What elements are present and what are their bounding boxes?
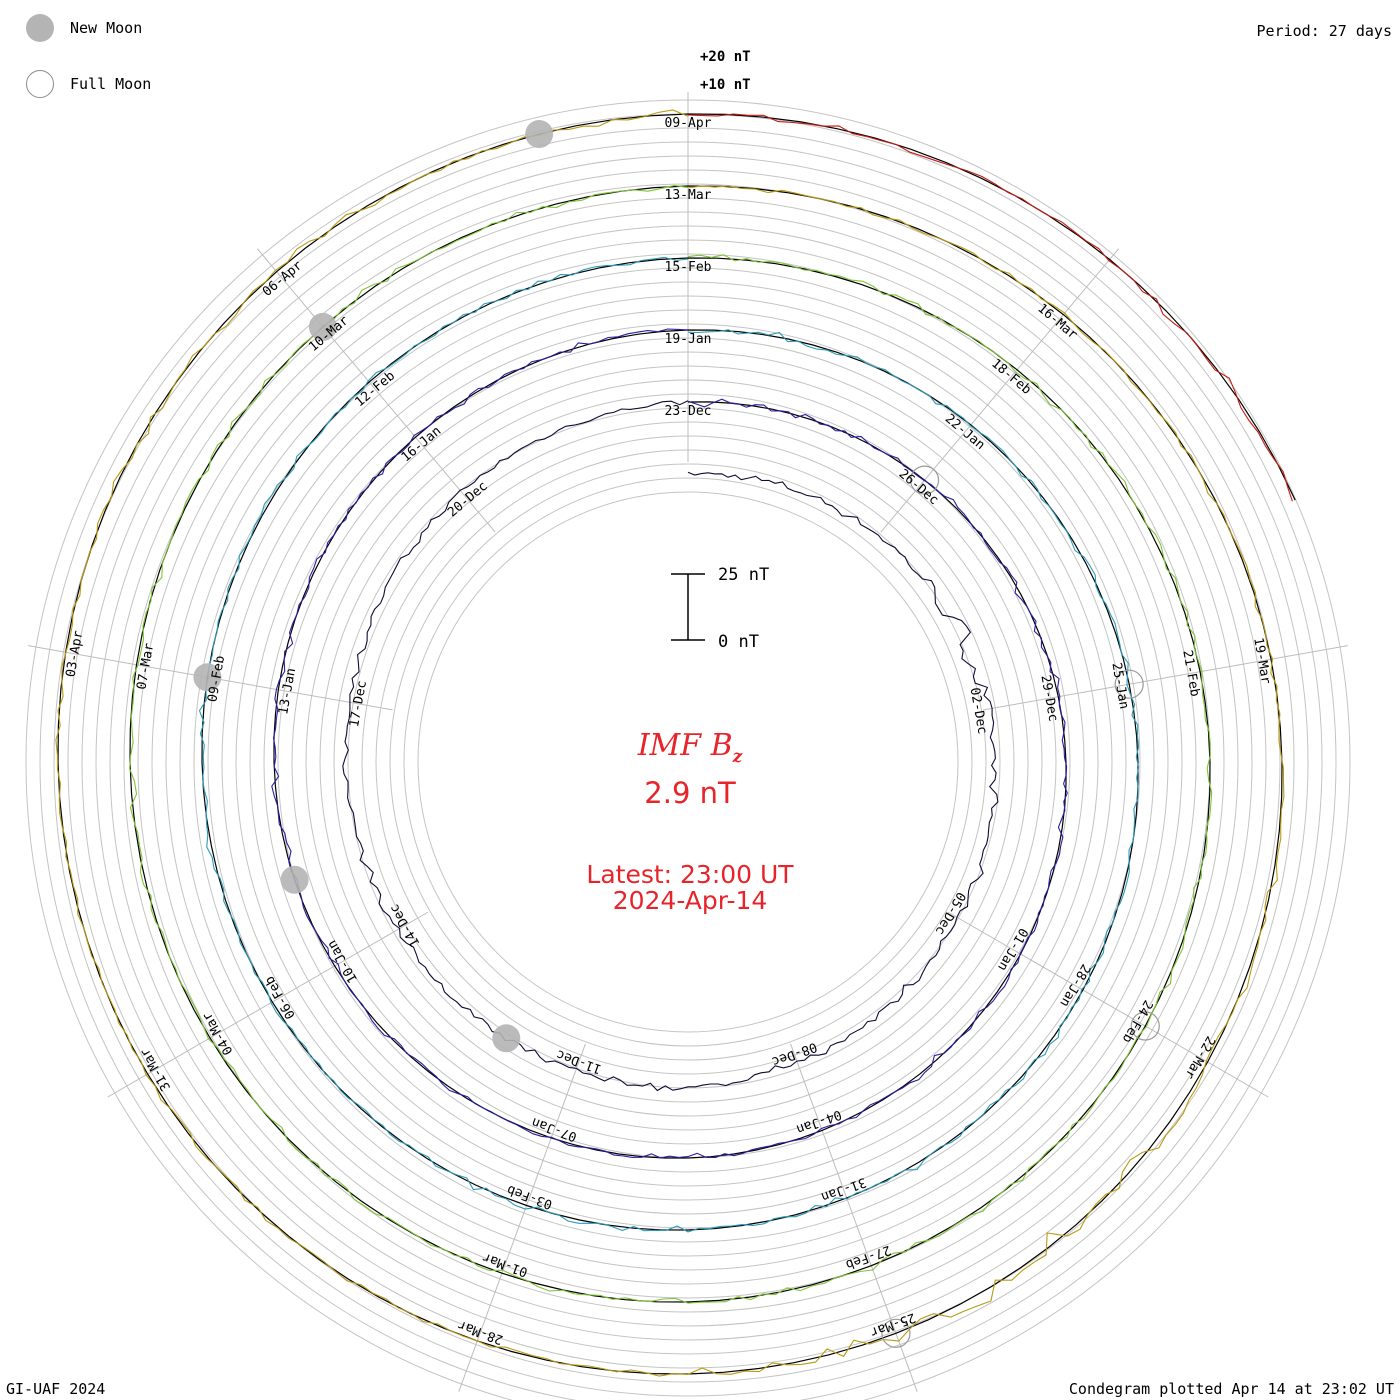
legend-full-moon: Full Moon — [26, 70, 151, 98]
grid-spoke — [947, 911, 1269, 1098]
credit-label: GI-UAF 2024 — [6, 1380, 106, 1398]
date-label: 13-Mar — [665, 188, 712, 203]
grid-spoke — [458, 1043, 586, 1392]
bz-series — [55, 109, 1293, 1377]
full-moon-marker — [1130, 1011, 1160, 1041]
date-label: 22-Mar — [1181, 1033, 1218, 1081]
quantity-subscript: z — [732, 747, 743, 767]
date-label: 19-Mar — [1250, 636, 1273, 685]
date-label: 11-Dec — [554, 1046, 603, 1076]
grid-ring — [403, 477, 973, 1047]
date-label: 08-Dec — [770, 1039, 819, 1069]
date-label: 01-Mar — [480, 1249, 529, 1279]
legend-new-moon: New Moon — [26, 14, 142, 42]
plotted-label: Condegram plotted Apr 14 at 23:02 UT — [1068, 1380, 1394, 1398]
scale-bar-bottom-label: 0 nT — [718, 632, 759, 652]
grid-ring — [417, 491, 959, 1033]
date-label: 03-Feb — [505, 1181, 554, 1211]
date-label: 15-Feb — [665, 260, 712, 275]
date-label: 09-Apr — [665, 116, 712, 131]
bz-trace-turn-2 — [271, 328, 1068, 1159]
grid-ring — [389, 463, 987, 1061]
date-label: 01-Jan — [994, 925, 1030, 973]
bz-trace-turn-5 — [55, 109, 1285, 1377]
new-moon-marker — [525, 120, 554, 149]
scale-bar: 25 nT 0 nT — [671, 565, 769, 652]
new-moon-icon — [26, 14, 54, 42]
date-label: 06-Feb — [262, 973, 299, 1021]
date-label: 29-Dec — [1037, 674, 1060, 723]
bz-trace-turn-6 — [687, 113, 1293, 502]
scale-bar-top-label: 25 nT — [718, 565, 769, 585]
date-label: 19-Jan — [665, 332, 712, 347]
date-label: 23-Dec — [665, 404, 712, 419]
new-moon-label: New Moon — [70, 19, 143, 37]
date-label: 04-Mar — [200, 1009, 237, 1057]
date-label: 16-Jan — [399, 424, 445, 466]
new-moon-marker — [308, 312, 337, 341]
grid-spoke — [880, 248, 1120, 533]
grid-spoke — [256, 248, 496, 533]
grid-spoke — [107, 911, 429, 1098]
bz-trace-turn-4 — [129, 184, 1213, 1304]
grid-spoke — [790, 1043, 918, 1392]
ring-scale-labels: +20 nT +10 nT — [700, 49, 751, 93]
date-label: 24-Feb — [1119, 997, 1156, 1045]
bz-trace-turn-1 — [342, 400, 999, 1092]
quantity-title: IMF Bz — [490, 728, 890, 767]
date-label: 14-Dec — [387, 901, 423, 949]
date-label: 07-Mar — [134, 642, 157, 691]
date-label: 18-Feb — [988, 356, 1034, 398]
new-moon-marker — [193, 663, 222, 692]
full-moon-marker — [881, 1318, 911, 1348]
ring-scale-label-10: +10 nT — [700, 77, 751, 93]
date-label: 07-Jan — [530, 1114, 579, 1144]
date-label: 09-Feb — [205, 654, 228, 703]
full-moon-marker — [909, 465, 940, 495]
quantity-name: IMF B — [637, 728, 733, 763]
latest-time: Latest: 23:00 UT — [586, 860, 794, 889]
ring-scale-label-20: +20 nT — [700, 49, 751, 65]
new-moon-marker — [492, 1024, 521, 1053]
latest-date: 2024-Apr-14 — [612, 886, 768, 915]
date-label: 17-Dec — [347, 679, 370, 728]
latest-value: 2.9 nT — [644, 776, 736, 810]
grid-spokes — [28, 92, 1348, 1392]
date-label: 05-Dec — [932, 889, 968, 937]
grid-spoke — [983, 645, 1348, 711]
bz-trace-turn-3 — [198, 256, 1140, 1233]
new-moon-marker — [280, 865, 309, 894]
full-moon-icon — [26, 70, 54, 98]
period-label: Period: 27 days — [1256, 22, 1392, 40]
full-moon-label: Full Moon — [70, 75, 152, 93]
moon-markers — [193, 120, 1160, 1348]
full-moon-marker — [1114, 669, 1144, 699]
